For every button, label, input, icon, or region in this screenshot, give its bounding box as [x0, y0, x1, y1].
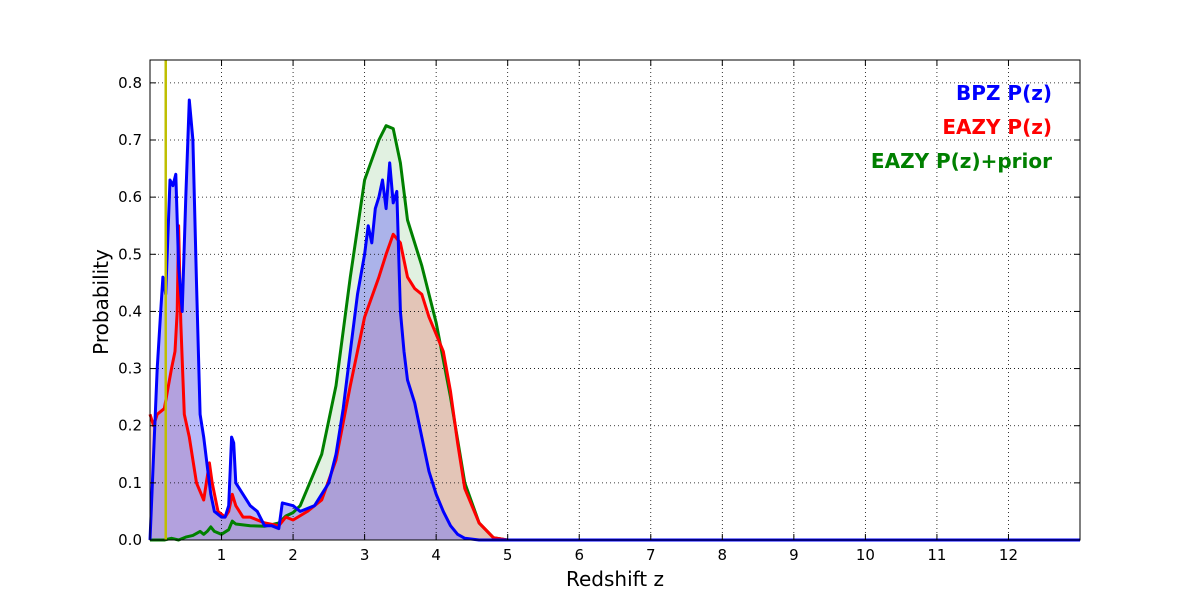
y-tick-label: 0.4 [118, 302, 142, 320]
y-tick-label: 0.2 [118, 417, 142, 435]
x-tick-label: 9 [789, 546, 799, 564]
eazy-p-z-fill [150, 225, 1080, 540]
x-tick-label: 5 [503, 546, 513, 564]
bpz-p-z-fill [150, 100, 1080, 540]
y-tick-label: 0.7 [118, 131, 142, 149]
eazy-p-z-prior-line [150, 124, 1080, 542]
x-tick-label: 4 [431, 546, 441, 564]
y-tick-label: 0.5 [118, 245, 142, 263]
legend-entry: EAZY P(z)+prior [871, 149, 1052, 173]
x-tick-labels: 1 2 3 4 5 6 7 8 9 10 11 12 [217, 546, 1018, 564]
x-axis-label: Redshift z [566, 567, 664, 591]
x-tick-label: 12 [999, 546, 1018, 564]
y-tick-label: 0.8 [118, 74, 142, 92]
x-tick-label: 10 [856, 546, 875, 564]
bpz-p-z-line [148, 98, 1080, 542]
plot-frame [149, 59, 1081, 541]
y-tick-label: 0.6 [118, 188, 142, 206]
legend-entry: EAZY P(z) [942, 115, 1052, 139]
y-tick-labels: 0.0 0.1 0.2 0.3 0.4 0.5 0.6 0.7 0.8 [118, 74, 142, 549]
x-tick-label: 1 [217, 546, 227, 564]
series-fills [150, 100, 1080, 540]
x-tick-label: 11 [927, 546, 946, 564]
legend: BPZ P(z) EAZY P(z) EAZY P(z)+prior [871, 81, 1052, 173]
legend-entry: BPZ P(z) [956, 81, 1052, 105]
x-tick-label: 8 [718, 546, 728, 564]
grid-lines [150, 60, 1080, 540]
x-tick-label: 2 [288, 546, 298, 564]
y-tick-label: 0.1 [118, 474, 142, 492]
y-axis-label: Probability [89, 249, 113, 355]
y-tick-label: 0.0 [118, 531, 142, 549]
axis-ticks [150, 60, 1080, 541]
eazy-p-z-prior-fill [150, 125, 1080, 540]
y-tick-label: 0.3 [118, 360, 142, 378]
eazy-p-z-line [148, 224, 1080, 542]
series-lines [148, 98, 1080, 542]
x-tick-label: 7 [646, 546, 656, 564]
x-tick-label: 3 [360, 546, 370, 564]
x-tick-label: 6 [574, 546, 584, 564]
